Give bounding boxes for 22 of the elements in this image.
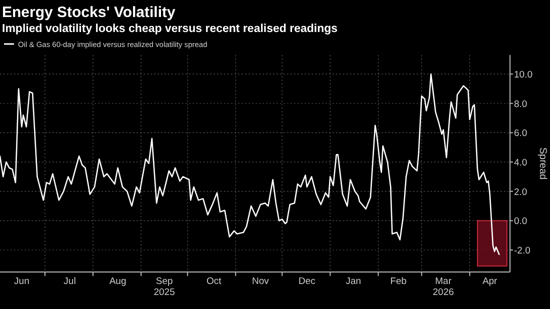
- chart-subtitle: Implied volatility looks cheap versus recent realised readings: [2, 23, 338, 35]
- x-tick-label: Dec: [298, 276, 316, 287]
- y-tick-label: 0.0: [514, 216, 528, 228]
- x-tick-label: Aug: [109, 276, 126, 287]
- y-tick-label: 10.0: [514, 70, 532, 81]
- x-tick-label: Mar 2026: [432, 276, 454, 298]
- x-tick-label: Jul: [64, 276, 76, 287]
- y-tick-label: 2.0: [514, 186, 528, 198]
- y-tick-label: -2.0: [514, 246, 530, 257]
- x-tick-label: Jan: [346, 276, 362, 287]
- y-tick-label: 8.0: [514, 98, 528, 110]
- x-tick-label: Jun: [14, 276, 30, 287]
- x-tick-label: Apr: [482, 276, 498, 287]
- y-axis-title: Spread: [537, 147, 548, 180]
- x-tick-label: Oct: [206, 276, 222, 287]
- x-tick-label: Feb: [390, 276, 407, 287]
- x-tick-label: Nov: [252, 276, 270, 287]
- y-tick-label: 4.0: [514, 158, 528, 169]
- chart-title: Energy Stocks' Volatility: [2, 4, 176, 21]
- y-tick-label: 6.0: [514, 128, 528, 140]
- line-series: [0, 73, 500, 256]
- x-tick-label: Sep 2025: [154, 276, 175, 298]
